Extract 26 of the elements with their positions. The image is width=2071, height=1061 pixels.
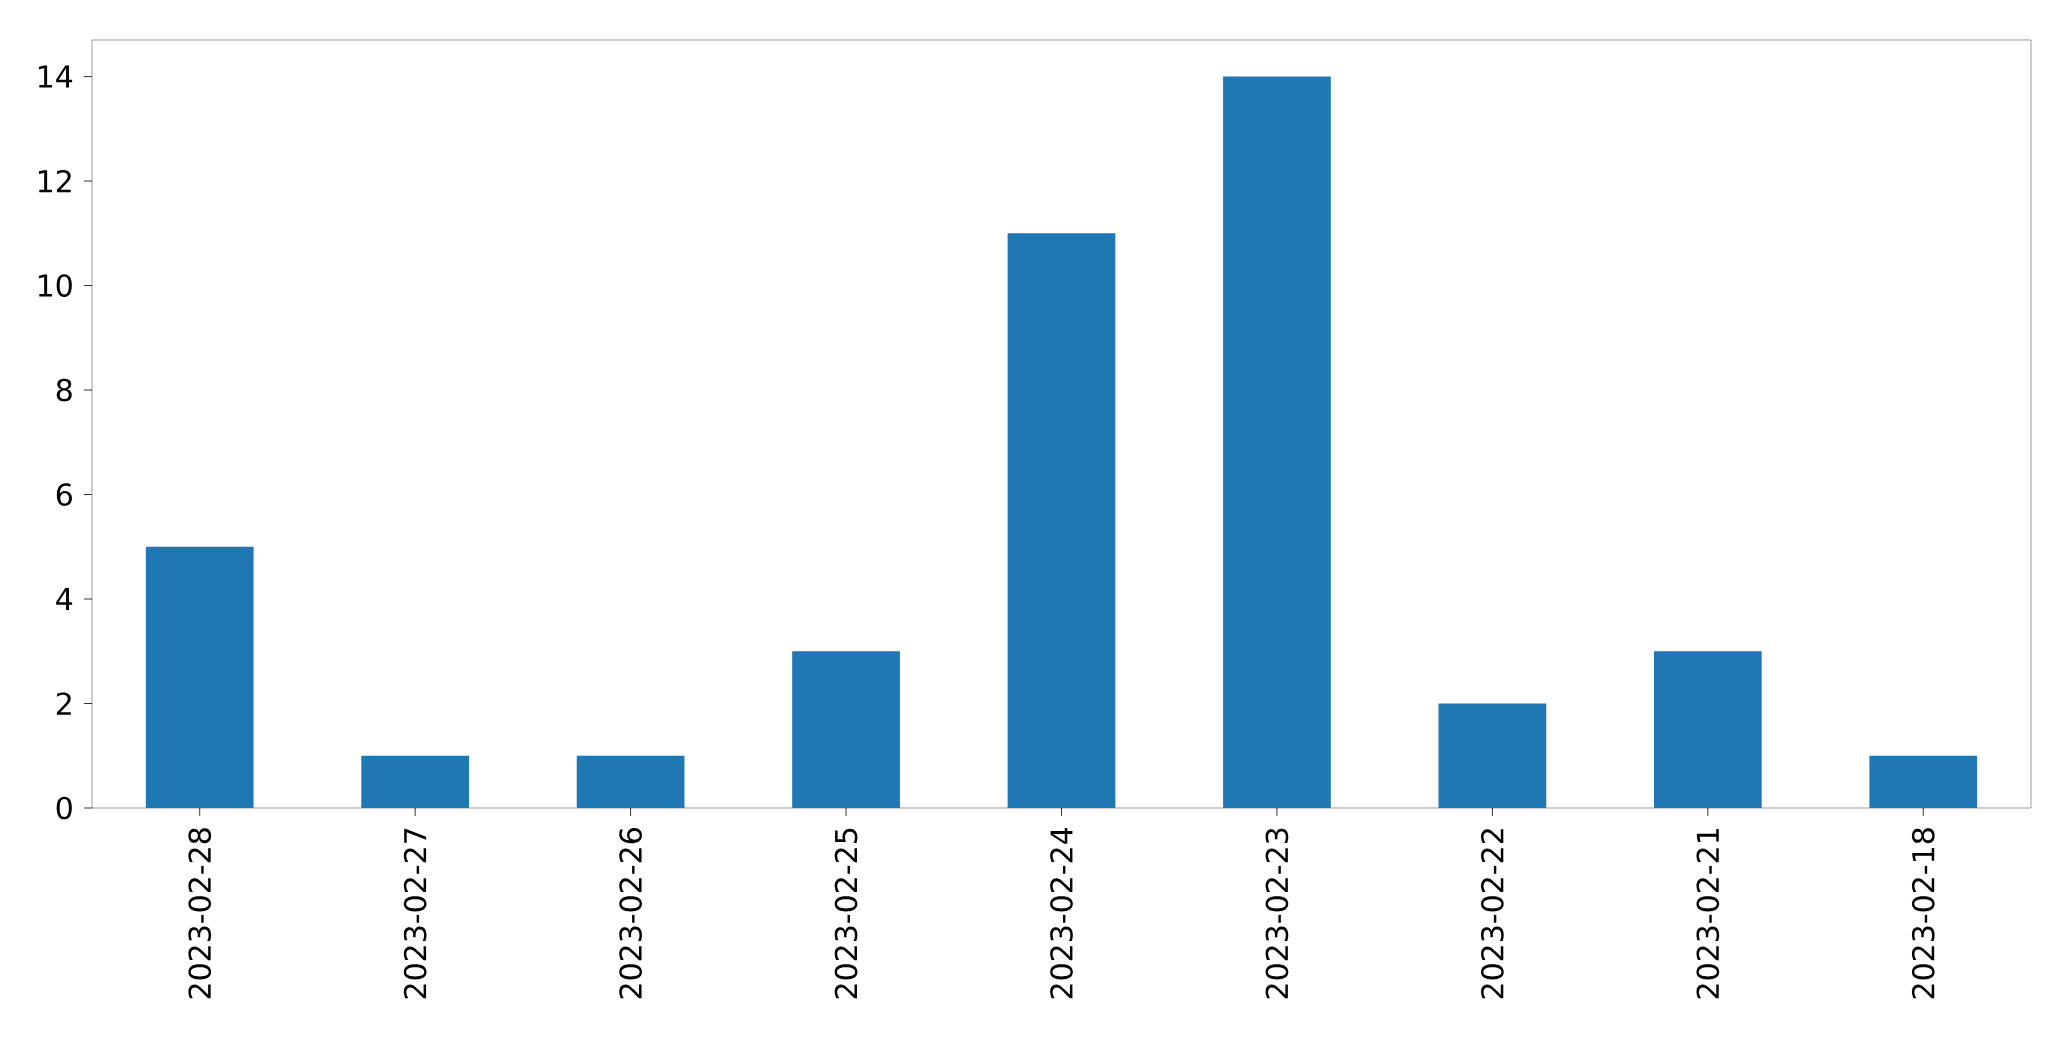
x-tick-label: 2023-02-26 (619, 828, 642, 999)
x-tick-label: 2023-02-18 (1911, 828, 1935, 999)
x-tick-label: 2023-02-28 (188, 828, 212, 999)
bar (1223, 76, 1331, 808)
y-tick-label: 0 (56, 796, 72, 820)
x-tick-label: 2023-02-22 (1481, 829, 1504, 999)
x-tick-label: 2023-02-24 (1050, 827, 1073, 999)
bar (1007, 233, 1116, 808)
bar (1869, 755, 1978, 808)
y-tick-label: 12 (38, 169, 71, 193)
x-tick-label: 2023-02-27 (403, 828, 427, 999)
bar (361, 755, 470, 808)
bar (1653, 651, 1762, 808)
x-tick-label: 2023-02-25 (834, 828, 858, 999)
bar (1438, 703, 1547, 808)
y-tick-label: 14 (38, 65, 73, 88)
x-tick-label: 2023-02-21 (1696, 829, 1720, 999)
y-tick-label: 4 (56, 588, 73, 610)
x-tick-label: 2023-02-23 (1265, 828, 1289, 999)
y-tick-label: 10 (38, 274, 72, 297)
y-tick-label: 2 (56, 692, 71, 715)
bar (792, 651, 900, 808)
bar (145, 546, 254, 808)
y-tick-label: 6 (56, 483, 72, 506)
y-tick-label: 8 (56, 378, 72, 402)
bar (576, 755, 685, 808)
